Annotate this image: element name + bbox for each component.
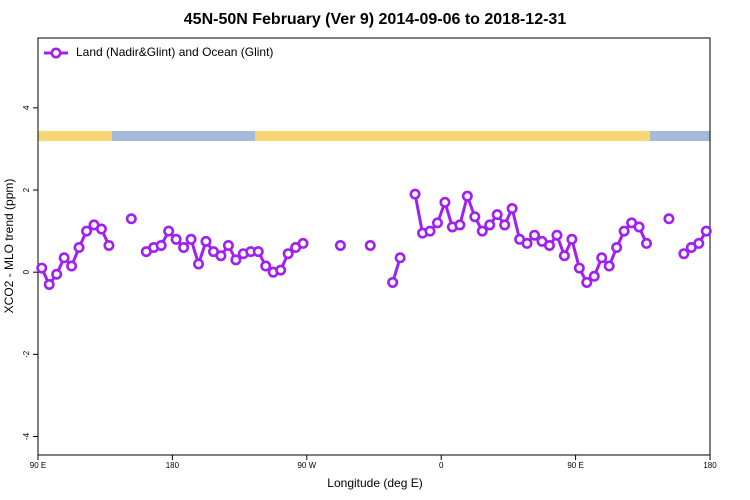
data-point	[193, 258, 205, 270]
y-tick-label: -2	[22, 350, 31, 358]
data-point	[596, 252, 608, 264]
data-point	[170, 233, 182, 245]
data-point	[95, 223, 107, 235]
data-point	[163, 225, 175, 237]
data-point	[529, 229, 541, 241]
y-tick-label: 0	[22, 269, 31, 274]
data-point	[439, 196, 451, 208]
land-band	[38, 131, 112, 141]
data-point	[66, 260, 78, 272]
data-point	[581, 276, 593, 288]
land-band	[255, 131, 650, 141]
data-point	[43, 279, 55, 291]
data-point	[641, 237, 653, 249]
data-point	[282, 248, 294, 260]
data-point	[431, 217, 443, 229]
y-axis-label: XCO2 - MLO trend (ppm)	[2, 179, 16, 314]
chart-title: 45N-50N February (Ver 9) 2014-09-06 to 2…	[184, 11, 567, 28]
data-point	[387, 276, 399, 288]
data-point	[454, 219, 466, 231]
plot-frame	[37, 37, 711, 456]
data-point	[215, 250, 227, 262]
data-point	[409, 188, 421, 200]
data-point	[543, 239, 555, 251]
data-point	[394, 252, 406, 264]
data-point	[230, 254, 242, 266]
data-point	[521, 237, 533, 249]
data-point	[499, 219, 511, 231]
data-point	[178, 242, 190, 254]
data-point	[476, 225, 488, 237]
data-point	[588, 270, 600, 282]
data-point	[461, 190, 473, 202]
data-point	[103, 239, 115, 251]
data-point	[364, 239, 376, 251]
data-point	[484, 219, 496, 231]
data-point	[551, 229, 563, 241]
data-point	[58, 252, 70, 264]
x-tick-label: 90 E	[30, 461, 46, 470]
data-point	[275, 264, 287, 276]
data-point	[155, 239, 167, 251]
data-point	[566, 233, 578, 245]
data-point	[603, 260, 615, 272]
legend-label: Land (Nadir&Glint) and Ocean (Glint)	[76, 45, 273, 59]
data-point	[73, 242, 85, 254]
data-point	[81, 225, 93, 237]
x-axis-label: Longitude (deg E)	[327, 476, 422, 490]
x-tick-label: 90 E	[567, 461, 583, 470]
data-point	[51, 268, 63, 280]
data-point	[558, 250, 570, 262]
data-point	[260, 260, 272, 272]
data-point	[663, 213, 675, 225]
x-tick-label: 0	[439, 461, 444, 470]
data-point	[693, 237, 705, 249]
x-tick-label: 90 W	[297, 461, 316, 470]
x-tick-label: 180	[166, 461, 180, 470]
x-tick-label: 180	[703, 461, 717, 470]
data-point	[222, 239, 234, 251]
data-point	[678, 248, 690, 260]
data-point	[469, 211, 481, 223]
legend-marker	[50, 47, 62, 59]
y-tick-label: -4	[22, 432, 31, 440]
data-point	[633, 221, 645, 233]
data-point	[297, 237, 309, 249]
y-tick-label: 2	[22, 187, 31, 192]
data-point	[611, 242, 623, 254]
ocean-band	[650, 131, 710, 141]
map-strip	[38, 131, 710, 141]
data-point	[185, 233, 197, 245]
data-point	[36, 262, 48, 274]
data-point	[506, 202, 518, 214]
data-point	[252, 246, 264, 258]
data-point	[491, 209, 503, 221]
data-point	[573, 262, 585, 274]
data-point	[700, 225, 712, 237]
data-point	[200, 235, 212, 247]
y-tick-label: 4	[22, 105, 31, 110]
data-point	[125, 213, 137, 225]
data-point	[334, 239, 346, 251]
data-point	[618, 225, 630, 237]
data-point	[424, 225, 436, 237]
ocean-band	[112, 131, 255, 141]
